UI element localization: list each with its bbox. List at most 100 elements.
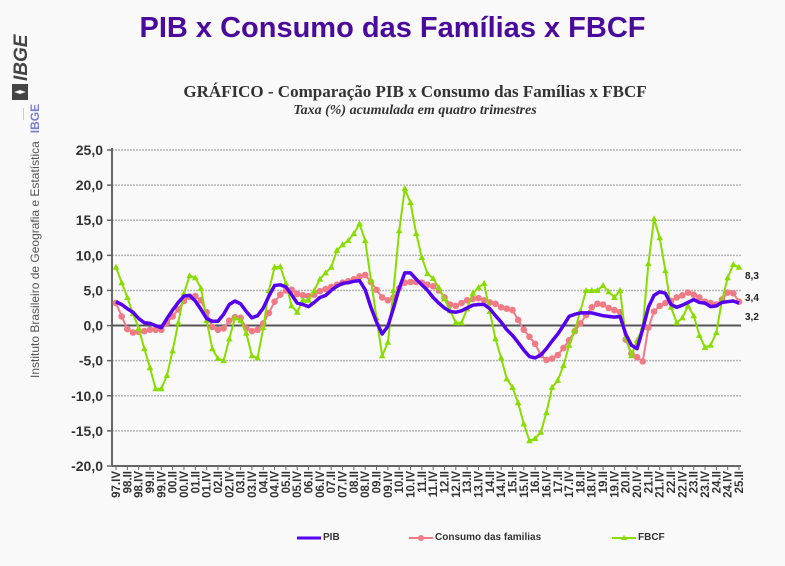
x-tick-label: 14.II <box>485 471 497 493</box>
data-point <box>344 237 352 244</box>
data-point <box>339 241 346 248</box>
data-point <box>662 267 669 274</box>
data-point <box>526 333 533 341</box>
data-point <box>633 353 641 361</box>
data-point <box>548 355 556 362</box>
data-point <box>220 325 227 332</box>
data-point <box>514 316 522 324</box>
data-point <box>679 314 686 321</box>
x-tick-label: 22.II <box>666 471 678 493</box>
x-tick-label: 99.IV <box>156 471 168 498</box>
y-tick-label: 20,0 <box>76 177 103 193</box>
data-point <box>429 282 437 290</box>
data-point <box>418 253 426 260</box>
data-point <box>112 263 120 270</box>
series-fbcf <box>112 185 743 444</box>
x-tick-label: 12.II <box>439 471 451 493</box>
data-point <box>214 355 222 362</box>
data-point <box>520 326 528 334</box>
data-point <box>384 296 392 304</box>
data-point <box>735 263 743 270</box>
x-tick-label: 18.IV <box>587 471 599 498</box>
y-axis: 25,0 20,0 15,0 10,0 5,0 0,0 -5,0 -10,0 -15,0 -20,… <box>71 142 741 474</box>
x-tick-label: 08.II <box>349 471 361 493</box>
x-tick-label: 13.IV <box>473 471 485 498</box>
data-point <box>503 305 511 313</box>
x-tick-label: 97.IV <box>111 471 123 498</box>
data-point <box>673 319 680 326</box>
x-tick-label: 17.IV <box>564 471 576 498</box>
x-axis: 97.IV 98.II 98.IV 99.II 99.IV 00.II 00.IV 01.II… <box>111 465 746 498</box>
data-point <box>361 271 369 279</box>
data-point <box>152 326 159 334</box>
x-tick-label: 21.IV <box>655 471 667 498</box>
data-point <box>537 428 545 435</box>
data-point <box>305 296 312 303</box>
data-point <box>588 303 596 311</box>
data-point <box>118 313 125 320</box>
data-point <box>265 309 273 317</box>
legend-item-fbcf: FBCF <box>612 532 665 543</box>
data-point <box>118 279 125 286</box>
x-tick-label: 04.II <box>258 471 270 493</box>
data-point <box>469 289 477 296</box>
x-tick-label: 24.IV <box>723 471 735 498</box>
x-tick-label: 24.II <box>711 471 723 493</box>
data-point <box>599 301 607 308</box>
data-point <box>492 300 499 308</box>
data-point <box>310 286 318 293</box>
data-point <box>594 300 601 308</box>
data-point <box>452 319 460 326</box>
data-point <box>208 345 216 352</box>
data-point <box>316 275 324 282</box>
x-tick-label: 06.IV <box>315 471 327 498</box>
data-point <box>271 263 278 270</box>
x-tick-label: 13.II <box>462 471 474 493</box>
data-point <box>503 375 511 382</box>
data-point <box>690 291 697 298</box>
data-point <box>373 286 380 294</box>
data-point <box>616 286 624 293</box>
y-tick-label: -15,0 <box>71 423 103 439</box>
data-point <box>175 319 182 326</box>
data-point <box>441 295 448 302</box>
data-point <box>367 276 375 283</box>
data-point <box>662 299 669 307</box>
data-point <box>152 385 159 392</box>
x-tick-label: 10.IV <box>406 471 418 498</box>
data-point <box>384 338 392 345</box>
data-point <box>242 329 250 336</box>
data-point <box>480 279 488 286</box>
x-tick-label: 04.IV <box>270 471 282 498</box>
data-point <box>407 278 414 286</box>
data-point <box>696 294 703 301</box>
x-tick-label: 25.II <box>734 471 746 493</box>
x-tick-label: 09.II <box>372 471 384 493</box>
data-point <box>276 263 284 270</box>
x-tick-label: 02.II <box>213 471 225 493</box>
x-tick-label: 05.IV <box>292 471 304 498</box>
data-point <box>497 354 505 361</box>
data-point <box>730 289 737 297</box>
x-tick-label: 98.II <box>122 471 134 493</box>
data-point <box>560 362 567 369</box>
data-point <box>254 354 261 361</box>
data-point <box>186 272 193 279</box>
data-point <box>293 308 301 315</box>
data-point <box>628 352 635 359</box>
data-point <box>475 294 482 302</box>
x-tick-label: 20.IV <box>632 471 644 498</box>
x-tick-label: 16.II <box>530 471 542 493</box>
data-point <box>707 341 714 348</box>
data-point <box>565 341 573 348</box>
x-tick-label: 22.IV <box>677 471 689 498</box>
x-tick-label: 11.IV <box>428 471 440 498</box>
legend-triangle-marker-icon <box>612 534 636 540</box>
data-point <box>582 286 590 293</box>
data-point <box>594 286 601 293</box>
data-point <box>684 289 692 296</box>
data-point <box>220 357 227 364</box>
data-point <box>713 329 720 336</box>
data-point <box>237 317 244 324</box>
